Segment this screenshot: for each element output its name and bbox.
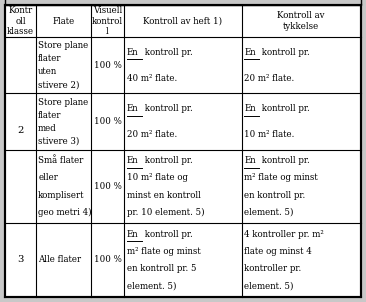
Text: En: En <box>244 47 256 56</box>
Text: eller: eller <box>38 173 58 182</box>
Text: element. 5): element. 5) <box>127 281 176 290</box>
Text: 20 m² flate.: 20 m² flate. <box>127 130 177 139</box>
Text: stivere 2): stivere 2) <box>38 80 80 89</box>
Text: kontroll pr.: kontroll pr. <box>259 156 310 165</box>
Text: minst en kontroll: minst en kontroll <box>127 191 201 200</box>
Text: 10 m² flate og: 10 m² flate og <box>127 173 188 182</box>
Text: Store plane: Store plane <box>38 98 89 107</box>
Text: kontroll pr.: kontroll pr. <box>142 104 193 113</box>
Text: Kontroll av heft 1): Kontroll av heft 1) <box>143 17 223 26</box>
Text: Alle flater: Alle flater <box>38 255 81 265</box>
Text: 100 %: 100 % <box>94 182 122 191</box>
Text: 4 kontroller pr. m²: 4 kontroller pr. m² <box>244 230 324 239</box>
Text: element. 5): element. 5) <box>244 208 294 217</box>
Text: m² flate og minst: m² flate og minst <box>127 247 201 256</box>
Text: Kontr
oll
klasse: Kontr oll klasse <box>7 6 34 36</box>
Text: Kontroll av
tykkelse: Kontroll av tykkelse <box>277 11 325 31</box>
Text: en kontroll pr.: en kontroll pr. <box>244 191 305 200</box>
Text: 20 m² flate.: 20 m² flate. <box>244 74 294 83</box>
Text: 3: 3 <box>18 255 24 265</box>
Text: En: En <box>127 104 139 113</box>
Text: 100 %: 100 % <box>94 117 122 126</box>
Text: En: En <box>127 47 139 56</box>
Bar <box>5 0 361 5</box>
Text: 2: 2 <box>18 126 24 135</box>
Text: komplisert: komplisert <box>38 191 85 200</box>
Text: 100 %: 100 % <box>94 61 122 70</box>
Text: kontroll pr.: kontroll pr. <box>142 230 193 239</box>
Text: kontroll pr.: kontroll pr. <box>259 47 310 56</box>
Text: kontroller pr.: kontroller pr. <box>244 264 301 273</box>
Text: flater: flater <box>38 54 62 63</box>
Text: med: med <box>38 124 57 133</box>
Text: m² flate og minst: m² flate og minst <box>244 173 318 182</box>
Text: En: En <box>127 230 139 239</box>
Text: flate og minst 4: flate og minst 4 <box>244 247 312 256</box>
Text: Flate: Flate <box>52 17 74 26</box>
Text: 100 %: 100 % <box>94 255 122 265</box>
Text: 10 m² flate.: 10 m² flate. <box>244 130 295 139</box>
Text: En: En <box>244 156 256 165</box>
Text: element. 5): element. 5) <box>244 281 294 290</box>
Text: Store plane: Store plane <box>38 41 89 50</box>
Text: stivere 3): stivere 3) <box>38 137 79 146</box>
Text: kontroll pr.: kontroll pr. <box>142 47 193 56</box>
Text: kontroll pr.: kontroll pr. <box>259 104 310 113</box>
Text: Visuell
kontrol
l: Visuell kontrol l <box>92 6 123 36</box>
Text: En: En <box>244 104 256 113</box>
Text: en kontroll pr. 5: en kontroll pr. 5 <box>127 264 197 273</box>
Text: flater: flater <box>38 111 62 120</box>
Text: Små flater: Små flater <box>38 156 83 165</box>
Text: geo metri 4): geo metri 4) <box>38 208 92 217</box>
Text: uten: uten <box>38 67 57 76</box>
Text: pr. 10 element. 5): pr. 10 element. 5) <box>127 208 205 217</box>
Text: kontroll pr.: kontroll pr. <box>142 156 193 165</box>
Text: En: En <box>127 156 139 165</box>
Text: 40 m² flate.: 40 m² flate. <box>127 74 177 83</box>
